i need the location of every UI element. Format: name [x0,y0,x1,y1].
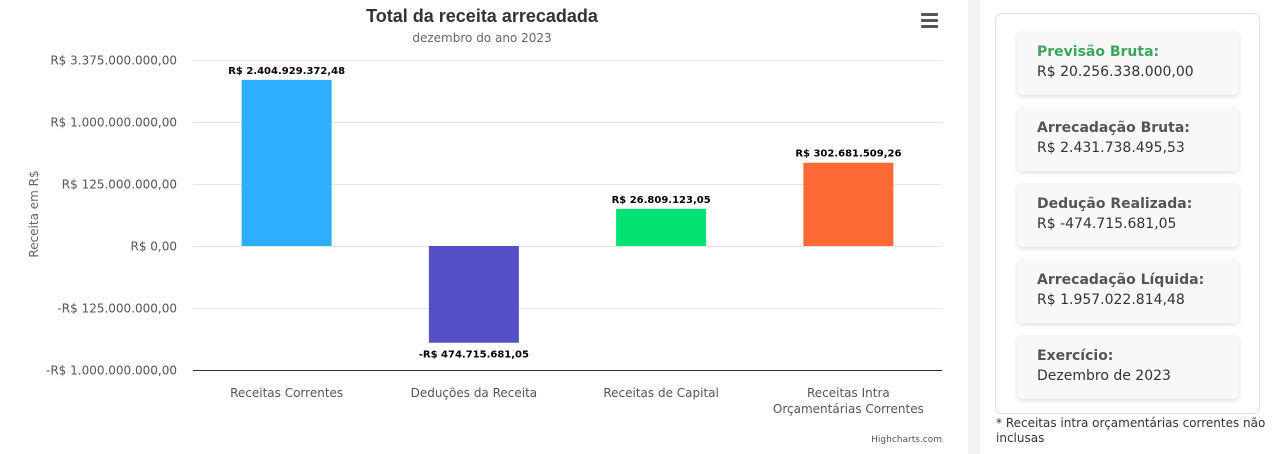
bar [428,246,519,343]
y-tick-label: -R$ 1.000.000.000,00 [46,364,177,378]
data-label: -R$ 474.715.681,05 [419,350,529,361]
y-tick-label: R$ 125.000.000,00 [62,178,177,192]
card-label: Arrecadação Bruta: [1037,120,1190,136]
card-value: R$ 2.431.738.495,53 [1037,140,1185,156]
y-tick-label: R$ 0,00 [130,240,177,254]
data-label: R$ 26.809.123,05 [612,195,711,206]
x-tick-label: Receitas Correntes [230,386,343,400]
card-label: Dedução Realizada: [1037,196,1193,212]
bar [241,79,332,247]
chart-svg: Total da receita arrecadada dezembro do … [27,6,942,445]
card-value: R$ 1.957.022.814,48 [1037,292,1185,308]
card-previsao-bruta: Previsão Bruta: R$ 20.256.338.000,00 [1017,31,1239,95]
card-value: Dezembro de 2023 [1037,368,1171,384]
bar [616,208,707,246]
x-tick-label: Deduções da Receita [411,386,538,400]
card-label: Exercício: [1037,348,1114,364]
chart-credits[interactable]: Highcharts.com [871,435,942,445]
summary-panel: Previsão Bruta: R$ 20.256.338.000,00 Arr… [995,13,1260,414]
card-arrecadacao-bruta: Arrecadação Bruta: R$ 2.431.738.495,53 [1017,107,1239,171]
x-axis-ticks: Receitas Correntes Deduções da Receita Rec… [230,386,924,416]
bar [803,162,894,246]
data-labels: R$ 2.404.929.372,48 -R$ 474.715.681,05 R$ … [227,65,902,362]
card-label: Previsão Bruta: [1037,44,1160,60]
panel-divider [968,0,980,454]
chart-title: Total da receita arrecadada [366,6,599,26]
data-label: R$ 2.404.929.372,48 [228,66,345,77]
card-exercicio: Exercício: Dezembro de 2023 [1017,335,1239,399]
hamburger-icon[interactable] [916,10,942,34]
y-axis-title: Receita em R$ [27,170,41,257]
y-axis-ticks: R$ 3.375.000.000,00 R$ 1.000.000.000,00 R$… [46,54,177,378]
card-deducao-realizada: Dedução Realizada: R$ -474.715.681,05 [1017,183,1239,247]
footnote: * Receitas intra orçamentárias correntes… [996,416,1266,445]
bars [241,79,894,343]
card-value: R$ 20.256.338.000,00 [1037,64,1194,80]
x-tick-label: Receitas Intra Orçamentárias Correntes [773,386,924,416]
x-tick-label: Receitas de Capital [603,386,719,400]
revenue-chart: Total da receita arrecadada dezembro do … [27,6,942,445]
y-tick-label: R$ 3.375.000.000,00 [50,54,177,68]
card-value: R$ -474.715.681,05 [1037,216,1177,232]
y-tick-label: R$ 1.000.000.000,00 [50,116,177,130]
chart-subtitle: dezembro do ano 2023 [412,31,551,45]
y-tick-label: -R$ 125.000.000,00 [57,302,177,316]
card-label: Arrecadação Líquida: [1037,272,1205,288]
card-arrecadacao-liquida: Arrecadação Líquida: R$ 1.957.022.814,48 [1017,259,1239,323]
data-label: R$ 302.681.509,26 [795,149,901,160]
